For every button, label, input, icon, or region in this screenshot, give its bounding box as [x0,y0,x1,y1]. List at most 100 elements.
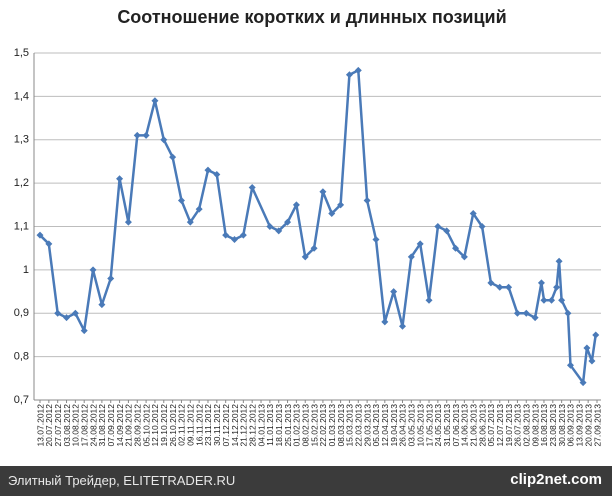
data-point [133,131,141,139]
x-tick-label: 30.08.2013 [557,404,567,447]
chart: Соотношение коротких и длинных позиций 0… [14,7,603,447]
x-tick-label: 26.10.2012 [168,404,178,447]
x-tick-label: 27.09.2013 [592,404,602,447]
x-tick-label: 14.12.2012 [230,404,240,447]
x-tick-label: 02.08.2013 [522,404,532,447]
data-point [555,257,563,265]
data-point [566,361,574,369]
x-tick-label: 10.05.2013 [415,404,425,447]
data-point [345,71,353,79]
data-point [328,209,336,217]
x-tick-label: 01.03.2013 [327,404,337,447]
watermark[interactable]: clip2net.com [510,471,602,488]
x-tick-label: 08.03.2013 [336,404,346,447]
x-tick-label: 27.07.2012 [53,404,63,447]
x-tick-label: 07.09.2012 [106,404,116,447]
x-tick-label: 23.11.2012 [203,404,213,446]
y-tick-label: 1,3 [14,134,29,146]
data-point [434,223,442,230]
data-point [124,218,132,226]
data-point [204,166,212,174]
x-tick-label: 09.11.2012 [186,404,196,446]
data-point [292,201,300,209]
source: Элитный Трейдер, ELITETRADER.RU [8,473,236,488]
x-tick-label: 28.06.2013 [477,404,487,447]
x-tick-label: 12.04.2013 [380,404,390,447]
data-point [452,244,460,252]
x-tick-label: 07.12.2012 [221,404,231,447]
data-point [354,66,362,74]
data-point [460,253,468,261]
data-point [89,266,97,274]
data-point [301,253,309,261]
data-point [363,196,371,204]
x-tick-label: 12.10.2012 [150,404,160,447]
data-point [248,183,256,191]
x-tick-label: 20.09.2013 [583,404,593,447]
x-tick-label: 02.11.2012 [177,404,187,446]
x-tick-label: 08.02.2013 [300,404,310,447]
y-tick-label: 0,8 [14,351,29,363]
x-tick-label: 21.06.2013 [468,404,478,447]
y-tick-label: 0,9 [14,307,29,319]
data-point [579,379,587,387]
data-point [116,175,124,183]
data-point [231,236,239,244]
data-point [496,283,504,291]
x-tick-label: 03.05.2013 [407,404,417,447]
y-tick-label: 1,4 [14,90,29,102]
x-tick-label: 13.07.2012 [35,404,45,447]
x-tick-label: 07.06.2013 [451,404,461,447]
data-point [213,170,221,178]
data-point [443,227,451,235]
data-point [275,227,283,235]
y-tick-label: 1 [23,264,29,276]
y-tick-label: 0,7 [14,394,29,406]
x-tick-label: 26.07.2013 [513,404,523,447]
x-tick-label: 01.02.2013 [292,404,302,447]
footer: Элитный Трейдер, ELITETRADER.RU clip2net… [0,466,612,496]
data-point [588,357,596,365]
data-point [531,314,539,322]
data-point [390,288,398,296]
x-tick-label: 31.05.2013 [442,404,452,447]
data-point [425,296,433,304]
data-point [310,244,318,252]
data-point [558,296,566,304]
data-point [478,223,486,230]
x-tick-label: 24.08.2012 [88,404,98,447]
x-tick-label: 30.11.2012 [212,404,222,446]
data-point [319,188,327,196]
data-point [372,236,380,244]
y-tick-label: 1,1 [14,220,29,232]
x-tick-label: 19.07.2013 [504,404,514,447]
data-point [583,344,591,352]
data-point [284,218,292,226]
x-tick-label: 13.09.2013 [575,404,585,447]
data-point [63,314,71,322]
y-tick-label: 1,5 [14,47,29,59]
x-tick-label: 06.09.2013 [566,404,576,447]
y-tick-label: 1,2 [14,177,29,189]
x-tick-label: 25.01.2013 [283,404,293,447]
chart-title: Соотношение коротких и длинных позиций [117,7,506,27]
x-tick-label: 22.02.2013 [318,404,328,447]
data-point [553,283,561,291]
x-tick-label: 15.03.2013 [345,404,355,447]
x-tick-label: 21.12.2012 [239,404,249,447]
data-point [107,275,115,283]
x-tick-label: 11.01.2013 [265,404,275,446]
x-tick-label: 21.09.2012 [124,404,134,447]
x-tick-label: 05.10.2012 [141,404,151,447]
x-tick-label: 31.08.2012 [97,404,107,447]
data-point [537,279,545,287]
data-point [54,309,62,317]
data-point [45,240,53,248]
data-point [142,131,150,139]
x-tick-label: 19.04.2013 [389,404,399,447]
x-tick-label: 19.10.2012 [159,404,169,447]
x-tick-label: 16.11.2012 [194,404,204,446]
data-point [266,223,274,230]
data-point [160,136,168,144]
x-tick-label: 04.01.2013 [256,404,266,447]
